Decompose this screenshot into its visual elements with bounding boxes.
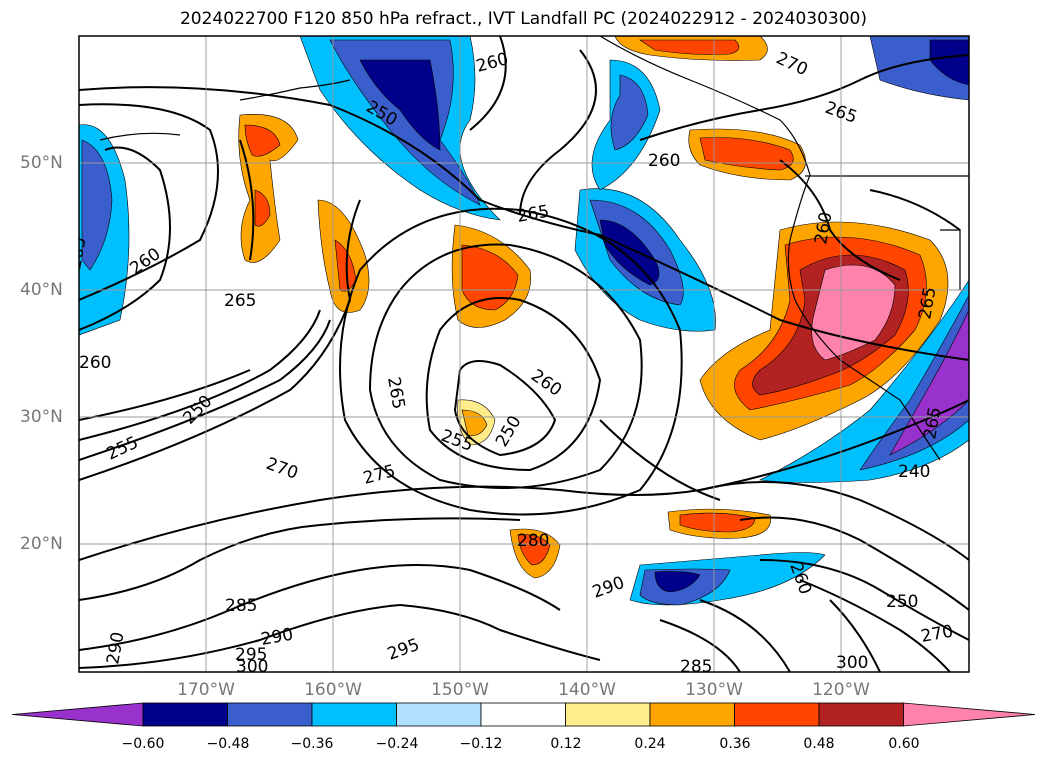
colorbar-segment xyxy=(565,702,651,727)
contour-label: 265 xyxy=(224,291,256,311)
colorbar-tick: 0.12 xyxy=(550,736,582,752)
colorbar-extend-min xyxy=(11,702,144,727)
lon-label: 160°W xyxy=(304,680,362,700)
lat-label: 20°N xyxy=(20,534,63,554)
colorbar xyxy=(11,702,1036,727)
contour-label: 300 xyxy=(836,653,868,673)
gridlines xyxy=(79,36,969,672)
lat-label: 30°N xyxy=(20,407,63,427)
lon-label: 170°W xyxy=(177,680,235,700)
colorbar-tick: −0.24 xyxy=(375,736,419,752)
contour-label: 260 xyxy=(648,151,680,171)
chart-title: 2024022700 F120 850 hPa refract., IVT La… xyxy=(179,9,867,29)
contour-label: 265 xyxy=(65,235,90,270)
coastlines xyxy=(99,36,969,461)
contour-label: 280 xyxy=(517,531,549,551)
contour-label: 285 xyxy=(225,596,257,616)
lon-label: 150°W xyxy=(431,680,489,700)
contour-label: 285 xyxy=(680,657,712,677)
map-frame xyxy=(78,35,970,673)
colorbar-tick: −0.36 xyxy=(290,736,334,752)
lat-label: 50°N xyxy=(20,153,63,173)
colorbar-segment xyxy=(818,702,904,727)
colorbar-segment xyxy=(396,702,482,727)
colorbar-segment xyxy=(142,702,228,727)
colorbar-segment xyxy=(311,702,397,727)
colorbar-segment xyxy=(480,702,566,727)
colorbar-extend-max xyxy=(903,702,1036,727)
colorbar-tick: −0.12 xyxy=(459,736,503,752)
colorbar-tick: 0.48 xyxy=(803,736,835,752)
lon-label: 130°W xyxy=(685,680,743,700)
colorbar-segment xyxy=(227,702,313,727)
colorbar-tick: 0.60 xyxy=(888,736,920,752)
contour-label: 295 xyxy=(235,645,267,665)
colorbar-tick: 0.24 xyxy=(634,736,666,752)
colorbar-segment xyxy=(649,702,735,727)
contour-label: 240 xyxy=(898,462,930,482)
contour-label: 260 xyxy=(79,353,111,373)
lon-label: 140°W xyxy=(558,680,616,700)
lat-label: 40°N xyxy=(20,280,63,300)
map-panel: 260 250 265 260 265 265 260 270 265 260 … xyxy=(65,36,969,677)
lon-label: 120°W xyxy=(812,680,870,700)
contour-label: 250 xyxy=(886,592,918,612)
contour-label: 300 xyxy=(236,657,268,677)
contour-lines xyxy=(79,36,969,672)
colorbar-segment xyxy=(734,702,820,727)
colorbar-tick: −0.60 xyxy=(121,736,165,752)
colorbar-tick: −0.48 xyxy=(206,736,250,752)
colorbar-tick: 0.36 xyxy=(719,736,751,752)
